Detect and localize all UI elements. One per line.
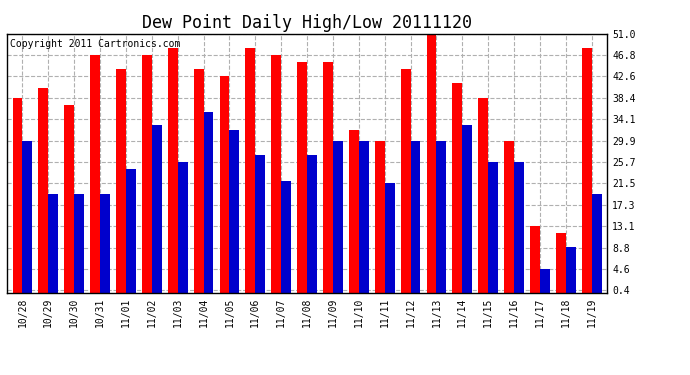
Bar	[48, 194, 58, 292]
Bar	[90, 55, 100, 292]
Bar	[556, 233, 566, 292]
Bar	[246, 48, 255, 292]
Bar	[375, 141, 385, 292]
Bar	[401, 69, 411, 292]
Bar	[271, 55, 282, 292]
Bar	[462, 125, 472, 292]
Bar	[591, 194, 602, 292]
Bar	[126, 169, 136, 292]
Bar	[514, 162, 524, 292]
Bar	[219, 76, 229, 292]
Bar	[453, 84, 462, 292]
Text: Copyright 2011 Cartronics.com: Copyright 2011 Cartronics.com	[10, 39, 180, 49]
Bar	[385, 183, 395, 292]
Bar	[323, 62, 333, 292]
Bar	[359, 141, 368, 292]
Bar	[307, 155, 317, 292]
Title: Dew Point Daily High/Low 20111120: Dew Point Daily High/Low 20111120	[142, 14, 472, 32]
Bar	[39, 88, 48, 292]
Bar	[411, 141, 420, 292]
Bar	[540, 269, 550, 292]
Bar	[437, 141, 446, 292]
Bar	[229, 130, 239, 292]
Bar	[22, 141, 32, 292]
Bar	[75, 194, 84, 292]
Bar	[64, 105, 75, 292]
Bar	[282, 181, 291, 292]
Bar	[582, 48, 591, 292]
Bar	[116, 69, 126, 292]
Bar	[530, 226, 540, 292]
Bar	[12, 98, 22, 292]
Bar	[504, 141, 514, 292]
Bar	[566, 247, 575, 292]
Bar	[333, 141, 343, 292]
Bar	[204, 112, 213, 292]
Bar	[255, 155, 265, 292]
Bar	[194, 69, 204, 292]
Bar	[478, 98, 488, 292]
Bar	[142, 55, 152, 292]
Bar	[168, 48, 177, 292]
Bar	[152, 125, 161, 292]
Bar	[297, 62, 307, 292]
Bar	[100, 194, 110, 292]
Bar	[178, 162, 188, 292]
Bar	[489, 162, 498, 292]
Bar	[426, 34, 437, 292]
Bar	[349, 130, 359, 292]
